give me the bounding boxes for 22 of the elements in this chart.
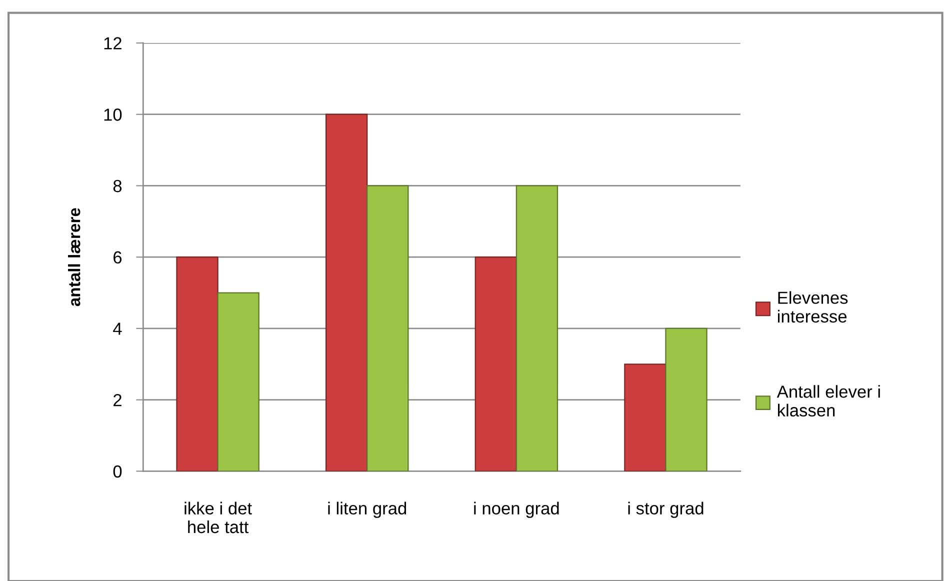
bar xyxy=(176,256,218,472)
bar xyxy=(326,114,368,472)
x-tick-label: i liten grad xyxy=(328,502,406,518)
x-tick-label: ikke i det hele tatt xyxy=(184,502,252,534)
y-tick-label: 8 xyxy=(113,180,122,192)
legend-label: Elevenes interesse xyxy=(778,291,848,323)
y-tick-label: 10 xyxy=(104,108,122,121)
x-tick-label: i stor grad xyxy=(628,502,704,518)
bar xyxy=(665,328,708,472)
y-axis-title: antall lærere xyxy=(68,208,80,306)
y-tick-label: 2 xyxy=(114,394,122,406)
y-tick-label: 0 xyxy=(113,465,122,478)
bar xyxy=(217,292,260,472)
y-tick-label: 6 xyxy=(114,251,122,264)
bar xyxy=(516,185,558,472)
y-tick-label: 12 xyxy=(104,37,122,50)
x-tick-label: i noen grad xyxy=(474,502,559,518)
legend-label: Antall elever i klassen xyxy=(776,385,880,417)
y-tick-label: 4 xyxy=(113,322,122,335)
bar xyxy=(474,256,517,472)
bar xyxy=(366,185,409,472)
bar xyxy=(624,364,666,472)
